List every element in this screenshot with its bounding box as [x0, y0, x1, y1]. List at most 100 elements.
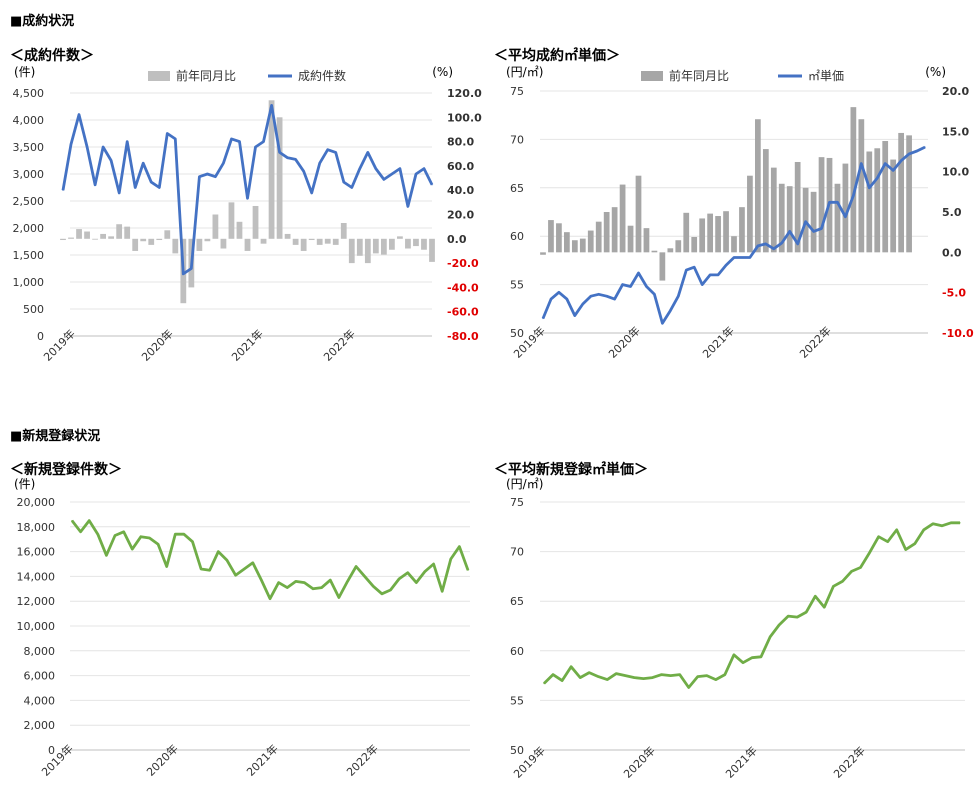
chart1-bar: [858, 119, 865, 253]
chart0-bar: [364, 238, 371, 264]
chart0-right-tick-label: -80.0: [447, 330, 479, 343]
chart1-right-tick-label: 15.0: [942, 125, 969, 138]
chart0-point: [375, 168, 377, 170]
chart2-point: [243, 568, 245, 570]
chart3-point: [615, 673, 617, 675]
chart3-point: [633, 676, 636, 679]
chart1-point: [805, 221, 807, 223]
chart1-point: [685, 269, 687, 271]
chart1-bar: [707, 213, 713, 253]
chart0-point: [78, 114, 80, 116]
chart0-point: [319, 162, 321, 164]
chart0-bar: [268, 100, 275, 239]
chart1-bar: [794, 161, 801, 253]
chart0-bar: [156, 238, 163, 241]
chart1-bar: [866, 151, 873, 253]
chart2-point: [260, 579, 262, 581]
chart3-point: [769, 636, 771, 638]
chart2-point: [157, 543, 159, 545]
chart2-left-tick-label: 6,000: [24, 670, 56, 683]
chart3-point: [606, 678, 608, 681]
chart1-bar: [818, 157, 825, 253]
chart3-point: [887, 541, 889, 543]
chart1-left-tick-label: 60: [510, 230, 524, 243]
chart0-bar: [204, 238, 211, 242]
chart2-left-tick-label: 2,000: [24, 719, 56, 732]
chart1-bar: [850, 107, 857, 253]
chart2-point: [131, 548, 133, 550]
chart1-bar: [874, 148, 881, 253]
chart-title-registration-count: ＜新規登録件数＞: [10, 462, 122, 478]
chart3-x-tick-label: 2021年: [722, 743, 759, 780]
chart0-point: [102, 146, 104, 148]
chart0-legend-line-label: 成約件数: [298, 68, 346, 83]
chart0-point: [391, 173, 393, 175]
chart3-point: [932, 523, 934, 525]
chart1-point: [558, 291, 560, 293]
chart1-bar: [882, 141, 889, 253]
chart0-bar: [148, 238, 155, 245]
chart3-point: [796, 616, 798, 618]
chart3-point: [543, 682, 545, 685]
chart1-point: [765, 243, 767, 245]
chart2-point: [312, 588, 314, 590]
chart0-point: [415, 173, 417, 175]
chart0-right-tick-label: 0.0: [447, 233, 467, 246]
chart0-right-tick-label: -20.0: [447, 257, 479, 270]
chart0-right-tick-label: 40.0: [447, 184, 474, 197]
chart2-left-tick-label: 0: [48, 744, 55, 757]
chart1-point: [709, 274, 711, 276]
chart1-point: [916, 150, 918, 152]
chart0-right-tick-label: 100.0: [447, 111, 482, 124]
chart0-point: [431, 184, 433, 186]
chart1-right-tick-label: 20.0: [942, 85, 969, 98]
chart2-point: [200, 568, 202, 570]
chart0-bar: [380, 238, 387, 255]
chart2-point: [372, 585, 374, 587]
chart1-bar: [667, 248, 674, 253]
chart0-point: [238, 141, 241, 143]
chart1-point: [908, 153, 910, 155]
chart-title-contract-unit-price: ＜平均成約㎡単価＞: [494, 48, 620, 64]
chart1-point: [844, 216, 847, 218]
chart2-point: [303, 582, 306, 584]
chart0-point: [126, 141, 128, 143]
chart1-point: [629, 285, 632, 288]
chart2-x-tick-label: 2020年: [143, 741, 180, 778]
chart1-right-unit: (%): [925, 65, 946, 79]
chart1-point: [550, 298, 552, 300]
chart0-point: [246, 197, 249, 199]
chart2-point: [424, 570, 426, 573]
chart1-point: [852, 194, 854, 197]
chart3-point: [896, 529, 898, 531]
chart0-point: [134, 186, 136, 189]
chart2-point: [355, 565, 357, 568]
chart0-bar: [284, 233, 291, 239]
chart0-point: [94, 184, 96, 186]
chart3-point: [841, 580, 844, 582]
chart0-bar: [124, 226, 131, 239]
chart3-point: [570, 666, 572, 668]
chart1-point: [797, 243, 799, 245]
chart-title-contract-count: ＜成約件数＞: [10, 48, 94, 64]
chart2-point: [364, 575, 366, 578]
chart1-bar: [699, 218, 706, 253]
chart3-point: [715, 678, 717, 681]
chart1-left-unit: (円/㎡): [506, 65, 543, 79]
chart2-point: [269, 598, 271, 600]
chart0-bar: [92, 238, 98, 240]
chart1-point: [653, 293, 656, 295]
chart0-right-unit: (%): [432, 65, 453, 79]
chart1-point: [733, 256, 735, 259]
chart1-point: [566, 298, 568, 300]
chart1-bar: [786, 186, 793, 253]
chart1-point: [582, 303, 584, 305]
chart1-right-tick-label: 5.0: [942, 206, 962, 219]
chart2-point: [174, 533, 176, 535]
chart2-point: [71, 520, 73, 522]
chart2-left-tick-label: 4,000: [24, 694, 56, 707]
chart2-point: [97, 533, 99, 535]
chart3-point: [850, 570, 853, 573]
chart0-right-tick-label: 20.0: [447, 209, 474, 222]
